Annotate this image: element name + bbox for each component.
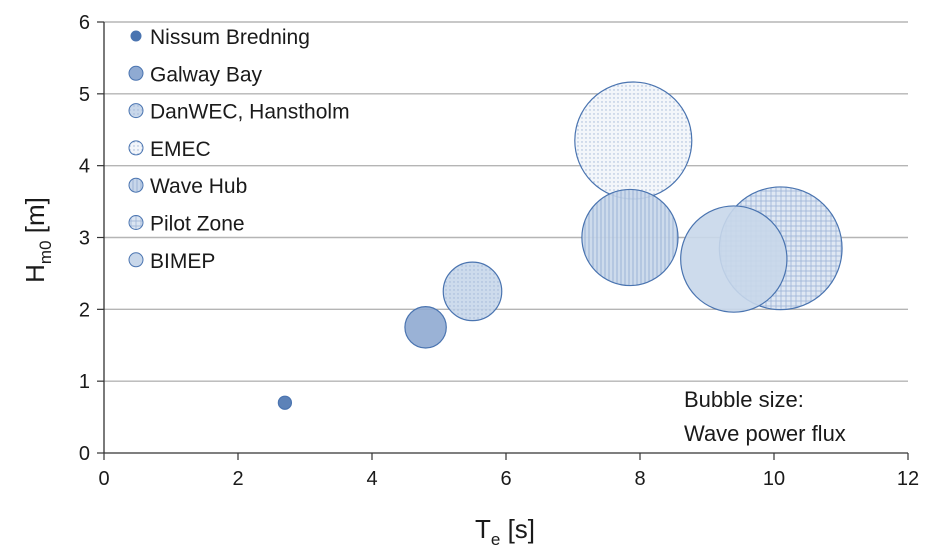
bubble-outline [404,306,447,349]
x-axis-title: Te [s] [475,514,535,549]
legend-marker-pattern [129,140,143,155]
x-tick-label: 10 [763,468,785,490]
bubble-size-note-line: Bubble size: [684,387,804,412]
y-tick-label: 6 [79,12,90,34]
bubble-fill [278,396,292,410]
y-axis-title: Hm0 [m] [20,197,55,283]
legend-marker-outline [128,177,144,193]
legend-label: Wave Hub [150,175,247,198]
legend-label: Nissum Bredning [150,26,310,49]
legend-item: Pilot Zone [128,213,245,236]
legend-marker-pattern [129,215,143,230]
legend-marker-pattern [129,103,143,118]
x-tick-label: 0 [98,468,109,490]
gridlines [104,21,908,382]
legend-marker-outline [128,140,144,156]
x-tick-label: 4 [366,468,377,490]
y-tick-label: 3 [79,228,90,250]
legend-marker-outline [128,103,144,119]
x-tick-label: 6 [500,468,511,490]
legend-marker-outline [130,30,142,42]
axes [97,21,909,460]
bubble [404,306,447,349]
y-tick-label: 0 [79,443,90,465]
legend-item: EMEC [128,138,211,161]
legend-marker-pattern [129,178,143,193]
legend-label: EMEC [150,138,211,161]
legend-marker [131,31,141,41]
legend-label: BIMEP [150,250,215,273]
bubble [442,261,503,322]
y-tick-label: 1 [79,371,90,393]
legend-marker-outline [128,252,144,268]
bubble-outline [442,261,503,322]
legend-marker-outline [128,65,144,81]
bubble-fill [404,306,447,348]
legend-marker [129,66,143,81]
bubble-size-note: Bubble size: Wave power flux [684,387,846,446]
bubble-pattern [574,82,692,200]
legend-item: Galway Bay [128,63,263,86]
legend-label: DanWEC, Hanstholm [150,101,350,124]
x-tick-label: 12 [897,468,919,490]
legend-marker-outline [128,215,144,230]
bubble-pattern [581,189,679,286]
y-tick-label: 4 [79,156,90,178]
legend-label: Galway Bay [150,63,263,86]
legend-marker [129,252,143,267]
bubble-size-note-line: Wave power flux [684,421,846,446]
bubble-pattern [443,262,502,321]
bubble [574,81,693,200]
bubble-outline [680,205,788,313]
legend-label: Pilot Zone [150,213,245,236]
bubble-outline [581,188,679,287]
bubble-fill [680,205,787,313]
legend: Nissum Bredning Galway Bay DanWEC, Hanstho… [128,26,350,273]
x-tick-label: 8 [634,468,645,490]
y-tick-label: 2 [79,299,90,321]
bubble [581,188,679,287]
legend-item: DanWEC, Hanstholm [128,101,350,124]
legend-item: Wave Hub [128,175,247,198]
x-tick-label: 2 [232,468,243,490]
bubble [277,395,293,410]
legend-item: Nissum Bredning [130,26,310,49]
bubbles [277,81,843,410]
y-tick-label: 5 [79,84,90,106]
bubble [680,205,788,313]
bubble-outline [277,395,293,410]
legend-item: BIMEP [128,250,215,273]
